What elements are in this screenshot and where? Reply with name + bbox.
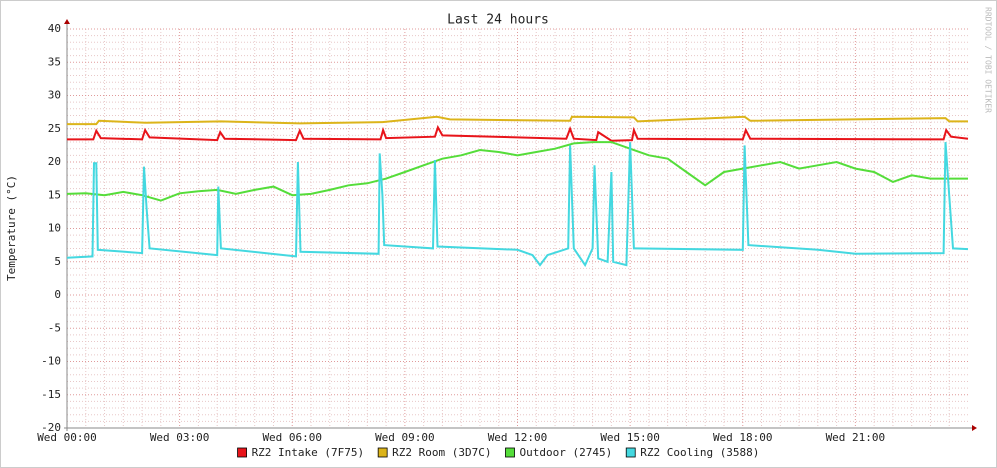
x-tick-label: Wed 21:00 (826, 431, 886, 444)
x-tick-label: Wed 18:00 (713, 431, 773, 444)
series-line (67, 124, 969, 142)
series-line (66, 141, 968, 202)
legend-label: Outdoor (2745) (520, 446, 613, 459)
legend-swatch (377, 447, 388, 458)
x-tick-label: Wed 00:00 (37, 431, 97, 444)
y-tick-label: 15 (48, 188, 61, 201)
y-tick-label: 10 (48, 222, 61, 235)
y-tick-label: 20 (48, 155, 61, 168)
y-tick-label: -10 (41, 355, 61, 368)
y-tick-label: 40 (48, 22, 61, 35)
x-tick-label: Wed 03:00 (150, 431, 210, 444)
series-line (67, 115, 968, 126)
legend-label: RZ2 Room (3D7C) (392, 446, 491, 459)
x-tick-label: Wed 15:00 (600, 431, 660, 444)
legend-label: RZ2 Intake (7F75) (252, 446, 365, 459)
y-tick-label: 25 (48, 122, 61, 135)
series-line (66, 142, 969, 268)
legend-label: RZ2 Cooling (3588) (640, 446, 759, 459)
x-tick-label: Wed 06:00 (262, 431, 322, 444)
y-tick-label: -5 (48, 321, 61, 334)
y-tick-label: 5 (54, 255, 61, 268)
y-axis-label: Temperature (°C) (5, 175, 18, 281)
x-tick-label: Wed 12:00 (488, 431, 548, 444)
y-tick-label: -20 (41, 421, 61, 434)
chart-title: Last 24 hours (447, 13, 549, 28)
y-tick-label: 0 (54, 288, 61, 301)
legend-swatch (505, 447, 515, 458)
legend: RZ2 Intake (7F75) RZ2 Room (3D7C) Outdoor … (237, 446, 759, 459)
legend-swatch (625, 447, 636, 458)
legend-swatch (237, 447, 247, 458)
axis-arrow (64, 19, 70, 24)
axis-arrow (972, 425, 977, 431)
watermark: RRDTOOL / TOBI OETIKER (984, 7, 993, 113)
y-tick-label: -15 (41, 388, 61, 401)
y-tick-label: 35 (48, 55, 61, 68)
y-tick-label: 30 (48, 89, 61, 102)
x-tick-label: Wed 09:00 (375, 431, 435, 444)
